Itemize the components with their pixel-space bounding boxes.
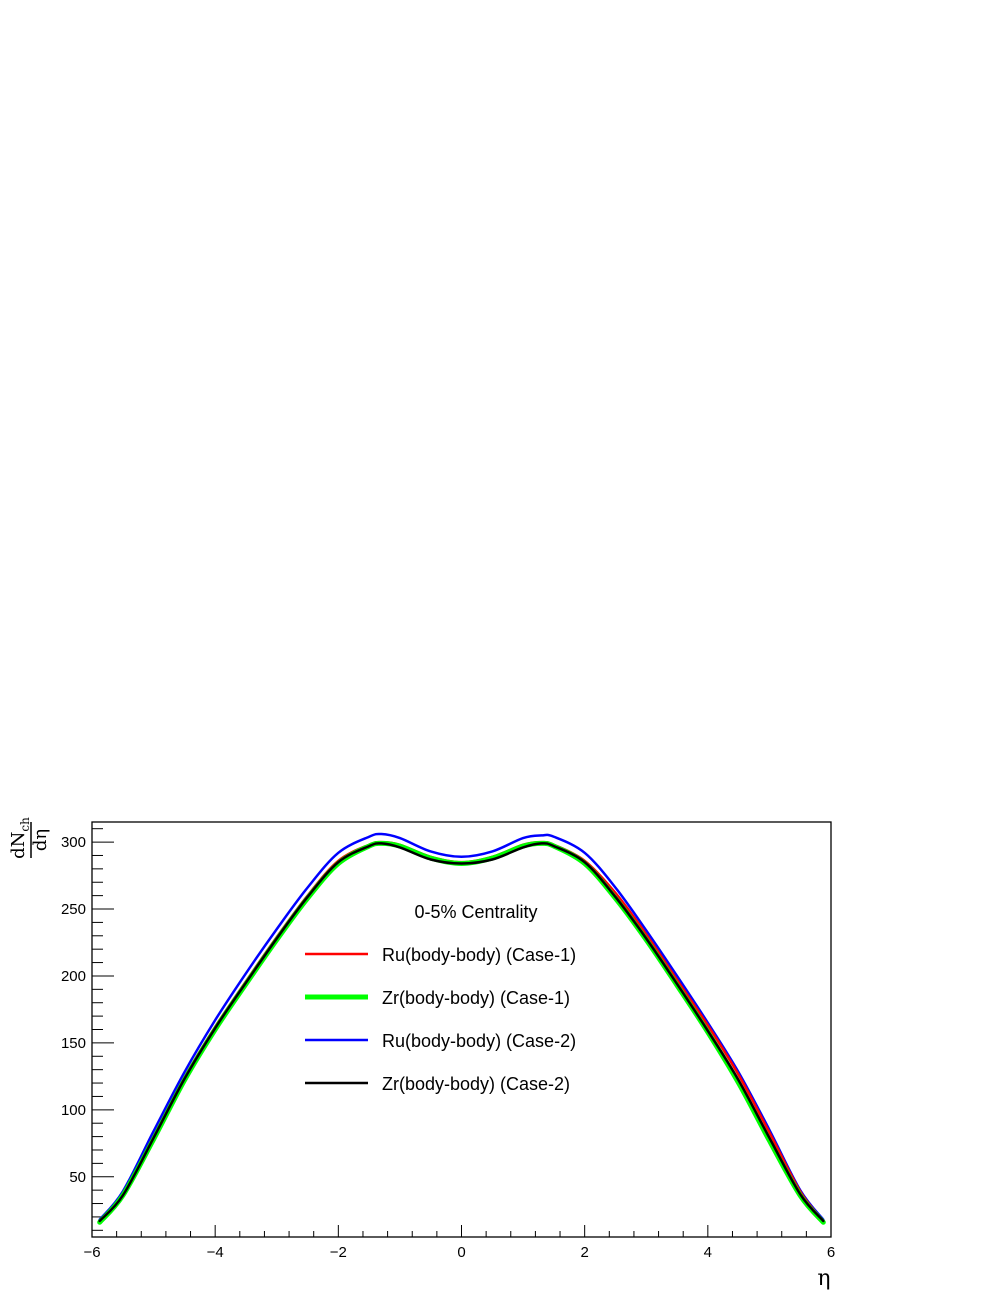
legend-label: Ru(body-body) (Case-2) <box>382 1031 576 1051</box>
legend-label: Zr(body-body) (Case-2) <box>382 1074 570 1094</box>
y-axis-denominator: dη <box>30 829 51 851</box>
x-tick-label: 2 <box>580 1244 588 1261</box>
x-axis-title: η <box>817 1266 830 1290</box>
legend: 0-5% Centrality Ru(body-body) (Case-1) Zr… <box>305 902 576 1094</box>
y-tick-label: 150 <box>61 1035 86 1052</box>
y-tick-label: 50 <box>69 1169 86 1186</box>
legend-label: Ru(body-body) (Case-1) <box>382 945 576 965</box>
y-axis-numerator: dNch <box>8 817 32 859</box>
series-curves <box>97 832 826 1225</box>
legend-title: 0-5% Centrality <box>414 902 537 922</box>
plot-frame <box>91 821 832 1238</box>
y-tick-label: 100 <box>61 1102 86 1119</box>
legend-label: Zr(body-body) (Case-1) <box>382 988 570 1008</box>
x-tick-label: 6 <box>827 1244 835 1261</box>
x-tick-label: −4 <box>207 1244 224 1261</box>
x-tick-label: −2 <box>330 1244 347 1261</box>
axis-tick-labels: −6 −4 −2 0 2 4 6 50 100 150 200 250 300 <box>61 834 835 1261</box>
legend-entries: Ru(body-body) (Case-1) Zr(body-body) (Cas… <box>305 945 576 1094</box>
x-tick-label: 0 <box>457 1244 465 1261</box>
y-tick-label: 300 <box>61 834 86 851</box>
y-axis-title: dNch dη <box>8 817 51 859</box>
x-tick-label: 4 <box>704 1244 712 1261</box>
x-tick-label: −6 <box>83 1244 100 1261</box>
y-tick-label: 250 <box>61 901 86 918</box>
axis-ticks <box>91 828 832 1237</box>
series-line-3 <box>98 842 825 1223</box>
y-tick-label: 200 <box>61 968 86 985</box>
series-line-2 <box>98 832 825 1221</box>
